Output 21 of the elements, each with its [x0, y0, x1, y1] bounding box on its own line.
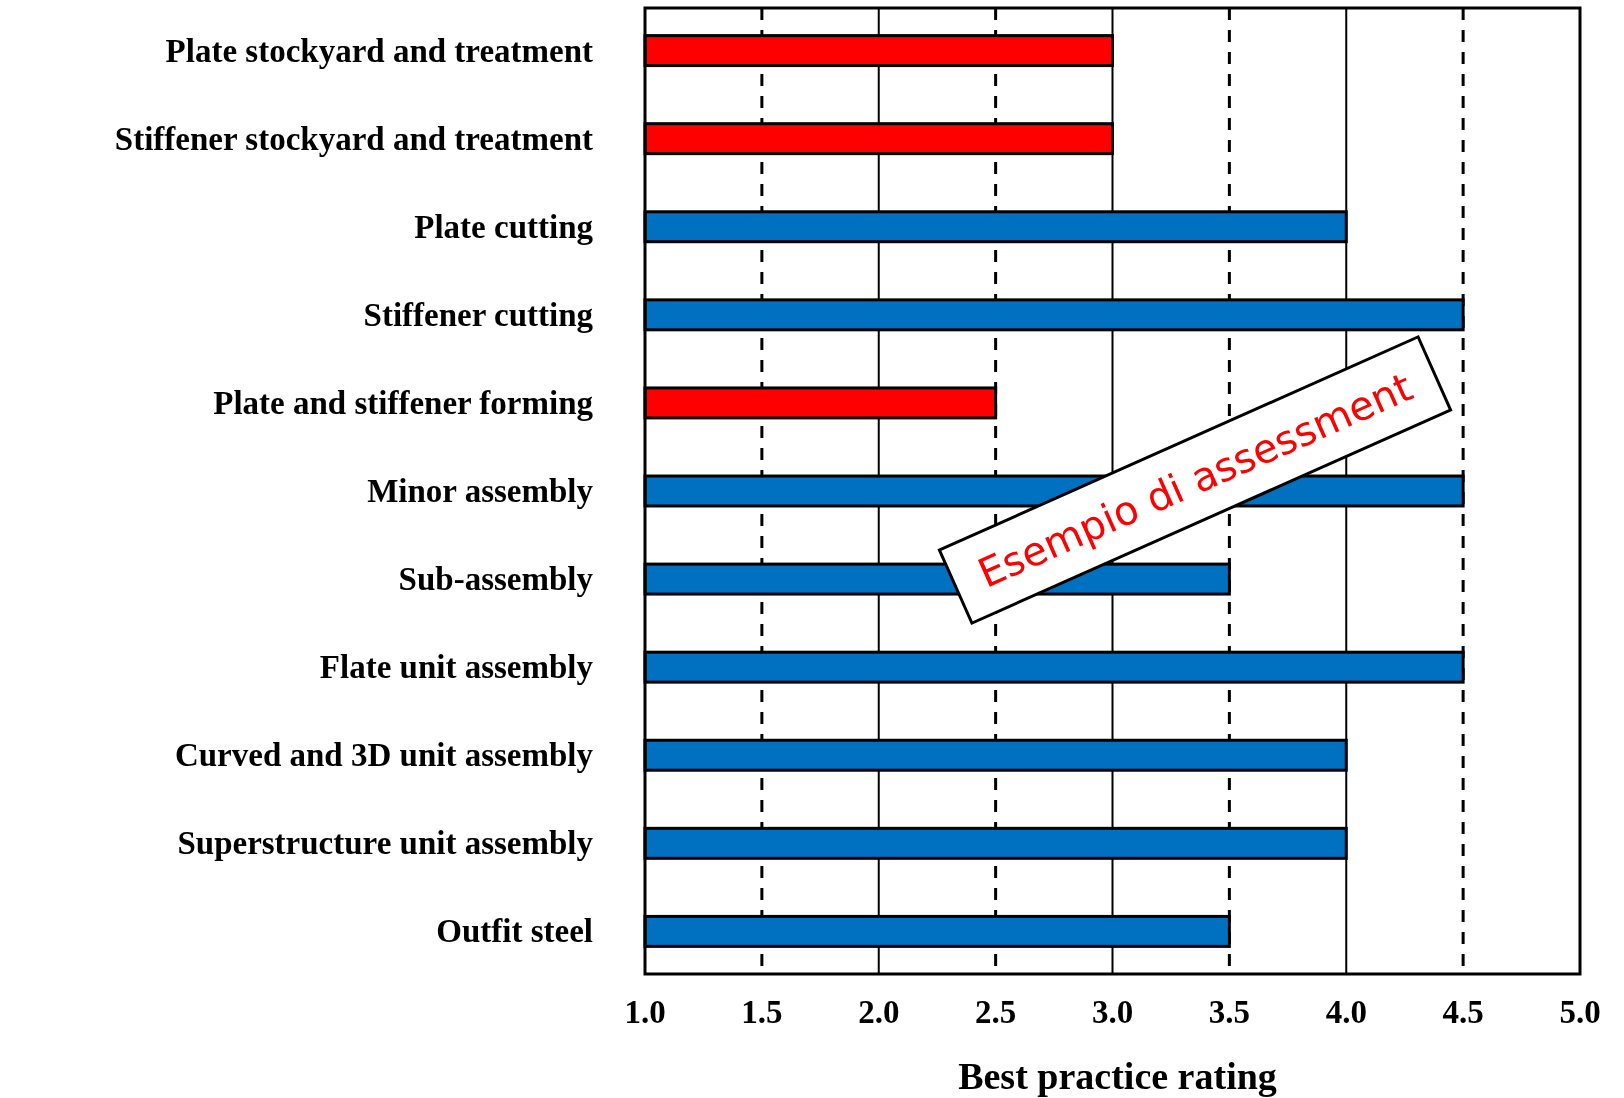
x-tick-label: 5.0	[1559, 994, 1601, 1030]
x-tick-label: 3.5	[1208, 994, 1250, 1030]
y-tick-label: Plate stockyard and treatment	[165, 32, 594, 69]
y-tick-label: Curved and 3D unit assembly	[174, 737, 594, 774]
y-tick-label: Outfit steel	[436, 913, 593, 950]
y-tick-label: Minor assembly	[367, 473, 594, 509]
x-tick-label: 3.0	[1091, 994, 1134, 1030]
y-tick-label: Superstructure unit assembly	[177, 825, 594, 862]
y-tick-label: Plate and stiffener forming	[213, 384, 594, 421]
x-tick-label: 4.5	[1442, 994, 1484, 1030]
x-tick-label: 4.0	[1325, 994, 1367, 1030]
y-tick-label: Stiffener stockyard and treatment	[114, 120, 593, 157]
x-tick-label: 1.0	[624, 994, 666, 1030]
y-tick-label: Stiffener cutting	[363, 296, 594, 333]
x-tick-label: 1.5	[741, 994, 783, 1030]
y-tick-label: Sub-assembly	[398, 561, 594, 598]
y-tick-label: Flate unit assembly	[319, 649, 594, 686]
x-tick-label: 2.0	[858, 994, 900, 1030]
x-tick-label: 2.5	[975, 994, 1017, 1030]
y-tick-label: Plate cutting	[414, 208, 594, 245]
x-axis-title: Best practice rating	[958, 1055, 1277, 1097]
